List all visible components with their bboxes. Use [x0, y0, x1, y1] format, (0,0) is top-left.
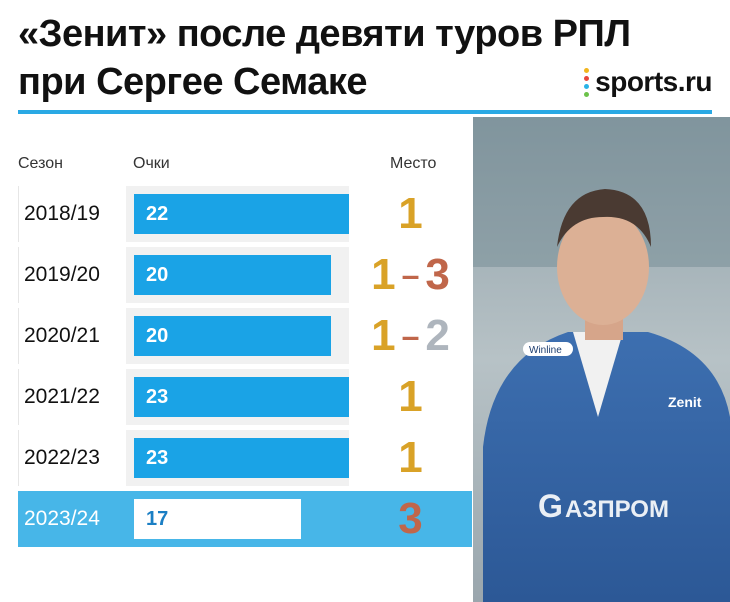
page-title: «Зенит» после девяти туров РПЛ при Серге…	[18, 10, 658, 106]
logo-text: sports.ru	[595, 66, 712, 97]
place-cell: 3	[349, 491, 472, 547]
svg-text:Zenit: Zenit	[668, 394, 702, 410]
place-range-dash: –	[401, 317, 420, 354]
season-table: 2018/19 22 1 2019/20 20 1–3 2020/21 20 1–2 2021/2…	[18, 186, 472, 552]
season-row: 2023/24 17 3	[18, 491, 472, 547]
title-line-2: при Сергее Семаке	[18, 61, 368, 103]
place-cell: 1	[349, 369, 472, 425]
points-bar: 23	[134, 377, 360, 417]
season-label: 2021/22	[18, 369, 126, 425]
points-bar: 23	[134, 438, 360, 478]
place-range-dash: –	[401, 256, 420, 293]
bar-track: 23	[134, 377, 360, 417]
bar-track: 22	[134, 194, 350, 234]
season-row: 2018/19 22 1	[18, 186, 472, 242]
bar-track: 20	[134, 255, 344, 295]
place-value: 3	[398, 494, 423, 543]
points-bar: 20	[134, 316, 331, 356]
bar-track: 17	[134, 499, 344, 539]
coach-photo: Winline Zenit G АЗПРОМ	[473, 117, 730, 602]
place-value: 1	[371, 311, 396, 360]
place-cell: 1	[349, 186, 472, 242]
points-bar: 17	[134, 499, 301, 539]
place-value: 1	[398, 372, 423, 421]
season-label: 2018/19	[18, 186, 126, 242]
place-cell: 1–3	[349, 247, 472, 303]
season-label: 2020/21	[18, 308, 126, 364]
header-divider	[18, 110, 712, 114]
svg-text:Winline: Winline	[529, 345, 562, 356]
svg-text:АЗПРОМ: АЗПРОМ	[565, 496, 669, 523]
bar-track: 20	[134, 316, 344, 356]
place-cell: 1	[349, 430, 472, 486]
svg-text:G: G	[538, 488, 563, 524]
title-line-1: «Зенит» после девяти туров РПЛ	[18, 13, 631, 55]
season-label: 2023/24	[18, 491, 126, 547]
season-label: 2019/20	[18, 247, 126, 303]
place-value: 2	[425, 311, 450, 360]
column-header-season: Сезон	[18, 155, 63, 172]
points-bar: 22	[134, 194, 350, 234]
place-value: 3	[425, 250, 450, 299]
column-header-points: Очки	[133, 155, 170, 172]
column-header-place: Место	[390, 155, 437, 172]
season-row: 2022/23 23 1	[18, 430, 472, 486]
place-value: 1	[371, 250, 396, 299]
logo-dots-icon	[584, 67, 590, 97]
bar-track: 23	[134, 438, 360, 478]
place-value: 1	[398, 189, 423, 238]
season-row: 2019/20 20 1–3	[18, 247, 472, 303]
place-value: 1	[398, 433, 423, 482]
season-row: 2021/22 23 1	[18, 369, 472, 425]
season-row: 2020/21 20 1–2	[18, 308, 472, 364]
sports-ru-logo[interactable]: sports.ru	[584, 66, 712, 98]
points-bar: 20	[134, 255, 331, 295]
place-cell: 1–2	[349, 308, 472, 364]
season-label: 2022/23	[18, 430, 126, 486]
